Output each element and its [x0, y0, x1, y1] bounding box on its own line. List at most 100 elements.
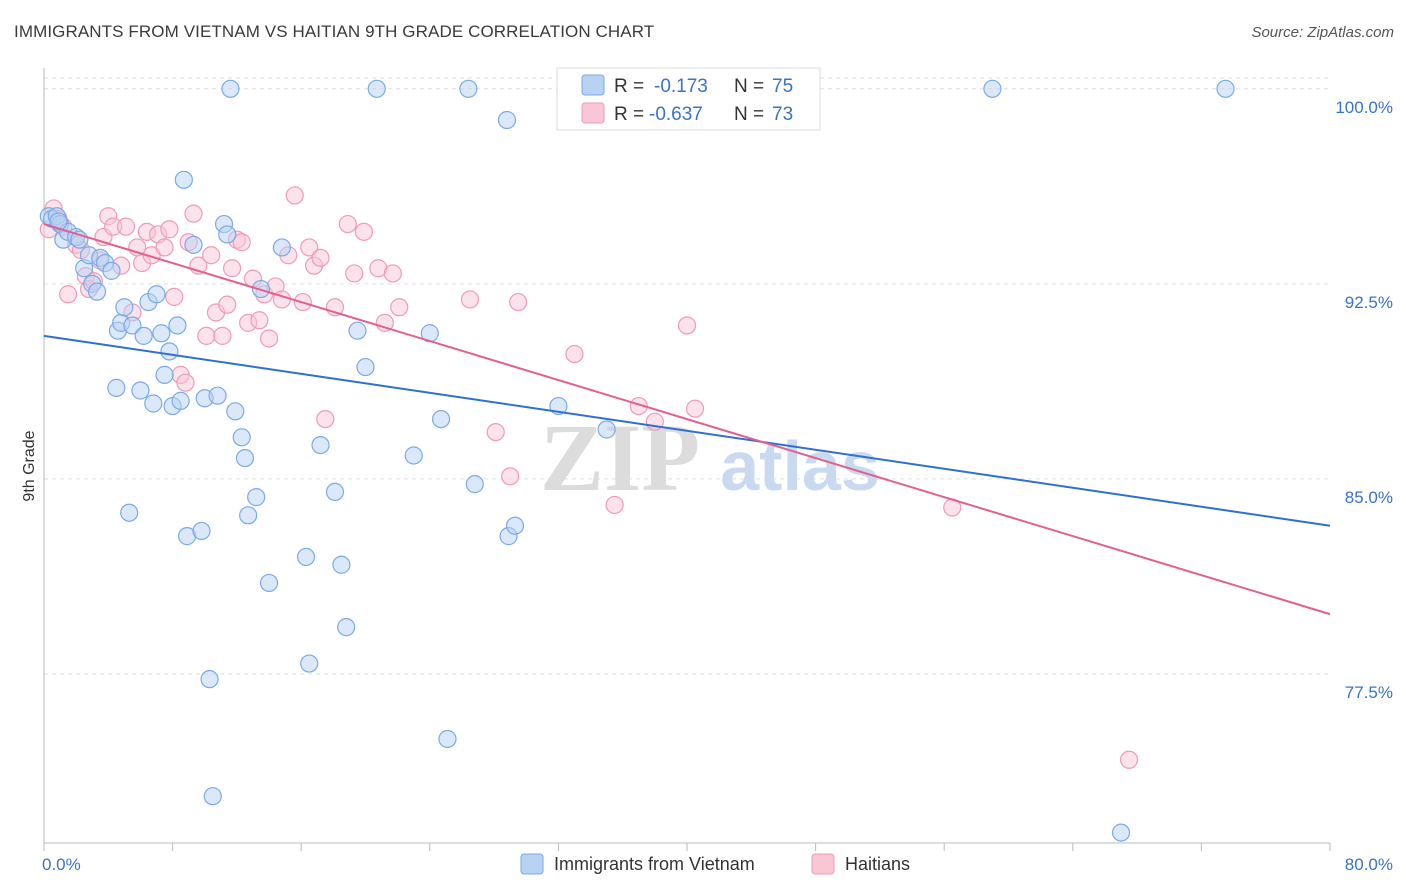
vietnam-point: [296, 547, 316, 567]
vietnam-point: [311, 435, 330, 455]
haitians-points: [39, 79, 1139, 769]
vietnam-point: [438, 729, 457, 749]
vietnam-point: [218, 225, 237, 244]
haitians-point: [116, 217, 136, 236]
haitians-point: [259, 329, 279, 348]
haitians-point: [486, 422, 505, 442]
vietnam-point: [1216, 79, 1235, 98]
legend-r-value-1: -0.173: [654, 76, 708, 97]
vietnam-point: [144, 394, 163, 413]
legend-r-label-1: R =: [614, 76, 644, 97]
haitians-point: [155, 238, 174, 257]
y-tick-label: 100.0%: [1335, 98, 1393, 117]
legend-n-value-2: 73: [772, 104, 793, 125]
x-tick-labels: 0.0% 80.0%: [42, 855, 1393, 874]
vietnam-point: [300, 654, 319, 673]
vietnam-point: [49, 212, 68, 231]
vietnam-point: [160, 342, 179, 361]
haitians-point: [311, 248, 330, 267]
bottom-legend-swatch-haitians: [811, 853, 835, 875]
vietnam-point: [325, 482, 345, 502]
vietnam-point: [107, 378, 126, 397]
y-tick-labels: 100.0% 92.5% 85.0% 77.5%: [1335, 98, 1393, 702]
vietnam-point: [497, 110, 517, 130]
haitians-point: [338, 214, 357, 234]
vietnam-point: [1111, 823, 1131, 842]
vietnam-point: [983, 79, 1002, 98]
vietnam-point: [168, 316, 187, 335]
vietnam-point: [337, 618, 356, 637]
vietnam-point: [184, 235, 203, 254]
vietnam-point: [367, 79, 386, 98]
haitians-point: [1119, 750, 1139, 769]
haitians-point: [232, 233, 251, 252]
haitians-point: [300, 238, 319, 257]
vietnam-point: [505, 516, 525, 535]
y-tick-label: 77.5%: [1345, 683, 1393, 702]
vietnam-point: [171, 391, 190, 410]
watermark: ZIP atlas: [540, 404, 880, 511]
vietnam-point: [221, 79, 240, 98]
haitians-point: [176, 373, 195, 392]
haitians-point: [165, 287, 184, 306]
vietnam-point: [131, 381, 150, 400]
vietnam-point: [147, 285, 166, 304]
haitians-point: [565, 344, 584, 364]
vietnam-point: [239, 506, 258, 525]
vietnam-point: [102, 261, 121, 280]
x-tick-label: 80.0%: [1345, 855, 1393, 874]
haitians-point: [677, 316, 697, 335]
haitians-point: [383, 264, 402, 283]
y-axis-title: 9th Grade: [21, 430, 38, 501]
legend-swatch-haitians: [581, 102, 605, 124]
vietnam-point: [152, 324, 171, 343]
haitians-point: [285, 186, 304, 205]
haitians-point: [354, 222, 373, 241]
vietnam-point: [356, 357, 375, 377]
bottom-legend-swatch-vietnam: [520, 853, 544, 875]
vietnam-point: [597, 420, 616, 439]
legend-n-value-1: 75: [772, 76, 793, 97]
vietnam-point: [192, 521, 211, 541]
vietnam-point: [431, 409, 451, 429]
vietnam-point: [87, 282, 107, 301]
trend-lines: [43, 223, 1331, 616]
vietnam-trend-line: [43, 334, 1331, 527]
vietnam-point: [208, 386, 227, 405]
haitians-point: [390, 298, 409, 317]
bottom-legend-label-vietnam: Immigrants from Vietnam: [554, 854, 755, 874]
haitians-point: [250, 311, 269, 330]
haitians-trend-line: [43, 223, 1331, 616]
bottom-legend-label-haitians: Haitians: [845, 854, 910, 874]
legend-n-label-2: N =: [734, 104, 764, 125]
vietnam-point: [203, 787, 222, 806]
axes: [43, 68, 1331, 851]
series-legend: Immigrants from Vietnam Haitians: [520, 853, 910, 875]
haitians-point: [316, 409, 335, 429]
vietnam-point: [348, 321, 367, 340]
haitians-point: [160, 220, 179, 239]
y-tick-label: 92.5%: [1345, 293, 1393, 312]
legend-n-label-1: N =: [734, 76, 764, 97]
chart-title: IMMIGRANTS FROM VIETNAM VS HAITIAN 9TH G…: [14, 22, 655, 41]
vietnam-point: [120, 503, 139, 522]
haitians-point: [460, 290, 480, 309]
haitians-point: [345, 264, 364, 283]
vietnam-point: [134, 326, 153, 345]
x-tick-label: 0.0%: [42, 855, 81, 874]
haitians-point: [501, 467, 520, 486]
legend-swatch-vietnam: [581, 74, 605, 96]
haitians-point: [202, 246, 221, 265]
haitians-point: [59, 285, 78, 304]
gridlines: [44, 77, 1330, 675]
legend-r-label-2: R =: [614, 104, 644, 125]
haitians-point: [184, 204, 203, 223]
vietnam-point: [272, 238, 292, 257]
vietnam-point: [232, 428, 251, 447]
vietnam-point: [459, 79, 478, 98]
y-tick-label: 85.0%: [1345, 488, 1393, 507]
vietnam-point: [115, 298, 134, 317]
source-label: Source: ZipAtlas.com: [1251, 24, 1394, 41]
correlation-legend: R = -0.173 N = 75 R = -0.637 N = 73: [556, 67, 821, 131]
